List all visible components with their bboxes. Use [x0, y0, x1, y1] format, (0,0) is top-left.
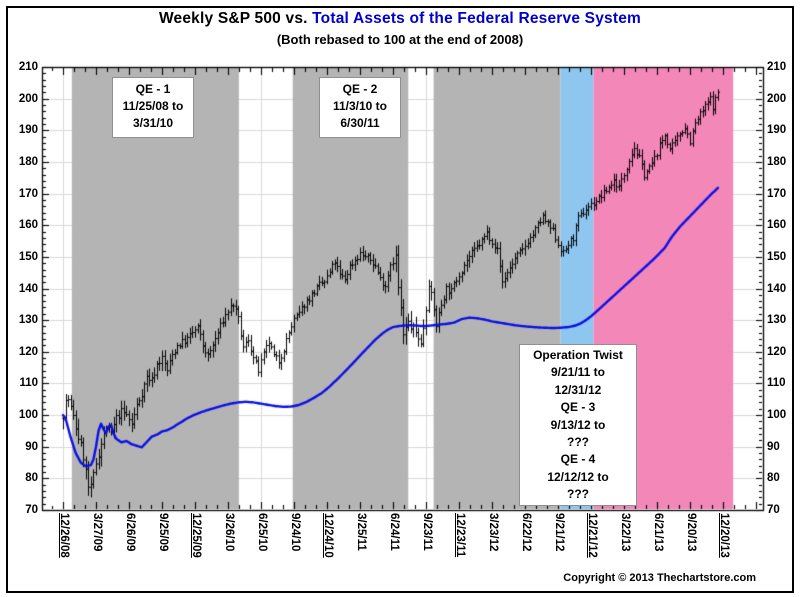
x-tick-label: 9/24/10 [289, 513, 301, 552]
x-tick-label: 12/21/12 [586, 513, 598, 558]
page-title: Weekly S&P 500 vs. Total Assets of the F… [0, 10, 800, 28]
y-tick-label: 140 [767, 283, 787, 295]
qe2-line: QE - 2 [342, 82, 378, 96]
x-tick-label: 12/26/08 [58, 513, 70, 558]
y-tick-label: 120 [767, 346, 787, 358]
x-tick-label: 6/21/13 [652, 513, 664, 552]
qe2-line: 11/3/10 to [332, 99, 388, 113]
x-tick-label: 12/25/09 [190, 513, 202, 558]
y-tick-label: 130 [767, 314, 787, 326]
twist-line: ??? [567, 435, 589, 450]
y-tick-label: 210 [18, 61, 38, 73]
qe2-line: 6/30/11 [340, 116, 380, 130]
y-tick-label: 130 [18, 314, 38, 326]
y-tick-label: 90 [25, 441, 38, 453]
x-tick-label: 9/25/09 [157, 513, 169, 552]
y-tick-label: 150 [18, 251, 38, 263]
y-tick-label: 180 [18, 156, 38, 168]
y-tick-label: 210 [767, 61, 787, 73]
y-tick-label: 80 [25, 472, 38, 484]
qe1-line: 11/25/08 to [122, 99, 184, 113]
twist-line: QE - 3 [560, 400, 596, 415]
y-tick-label: 190 [18, 124, 38, 136]
y-tick-label: 150 [767, 251, 787, 263]
y-tick-label: 170 [767, 188, 787, 200]
chart-border [6, 6, 794, 593]
x-tick-label: 9/20/13 [685, 513, 697, 552]
twist-line: 9/13/12 to [550, 417, 606, 432]
twist-line: ??? [567, 487, 589, 502]
x-tick-label: 3/26/10 [223, 513, 235, 552]
y-tick-label: 200 [767, 93, 787, 105]
y-tick-label: 80 [767, 472, 780, 484]
x-tick-label: 12/23/11 [454, 513, 466, 558]
qe1-line: QE - 1 [135, 82, 171, 96]
y-tick-label: 120 [18, 346, 38, 358]
twist-line: Operation Twist [533, 348, 623, 362]
qe1-annotation: QE - 1 11/25/08 to 3/31/10 [112, 77, 194, 138]
y-tick-label: 190 [767, 124, 787, 136]
qe1-line: 3/31/10 [132, 116, 174, 130]
x-tick-label: 3/25/11 [355, 513, 367, 551]
x-tick-label: 6/22/12 [520, 513, 532, 552]
y-tick-label: 90 [767, 441, 780, 453]
x-tick-label: 6/26/09 [124, 513, 136, 552]
twist-line: QE - 4 [560, 452, 596, 467]
title-accent: Total Assets of the Federal Reserve Syst… [312, 10, 642, 27]
y-tick-label: 140 [18, 283, 38, 295]
twist-line: 9/21/11 to [550, 365, 606, 380]
x-tick-label: 3/22/13 [619, 513, 631, 552]
y-tick-label: 100 [767, 409, 787, 421]
x-tick-label: 12/24/10 [322, 513, 334, 558]
operation-twist-annotation: Operation Twist 9/21/11 to 12/31/12 QE -… [519, 344, 637, 506]
copyright: Copyright © 2013 Thechartstore.com [563, 572, 756, 584]
y-tick-label: 110 [19, 377, 38, 389]
y-tick-label: 100 [18, 409, 38, 421]
y-tick-label: 160 [18, 219, 38, 231]
y-tick-label: 180 [767, 156, 787, 168]
x-tick-label: 6/24/11 [388, 513, 400, 551]
twist-line: 12/12/12 to [547, 469, 609, 484]
x-tick-label: 6/25/10 [256, 513, 268, 552]
y-tick-label: 70 [767, 504, 780, 516]
x-tick-label: 12/20/13 [718, 513, 730, 558]
page-subtitle: (Both rebased to 100 at the end of 2008) [276, 32, 524, 47]
twist-line: 12/31/12 [554, 382, 602, 397]
y-tick-label: 110 [767, 377, 786, 389]
y-tick-label: 70 [25, 504, 38, 516]
y-tick-label: 170 [18, 188, 38, 200]
x-tick-label: 9/21/12 [553, 513, 565, 552]
qe2-annotation: QE - 2 11/3/10 to 6/30/11 [319, 77, 401, 138]
title-prefix: Weekly S&P 500 vs. [158, 10, 313, 27]
x-tick-label: 3/23/12 [487, 513, 499, 552]
y-tick-label: 200 [18, 93, 38, 105]
x-tick-label: 3/27/09 [91, 513, 103, 552]
x-tick-label: 9/23/11 [421, 513, 433, 551]
y-tick-label: 160 [767, 219, 787, 231]
